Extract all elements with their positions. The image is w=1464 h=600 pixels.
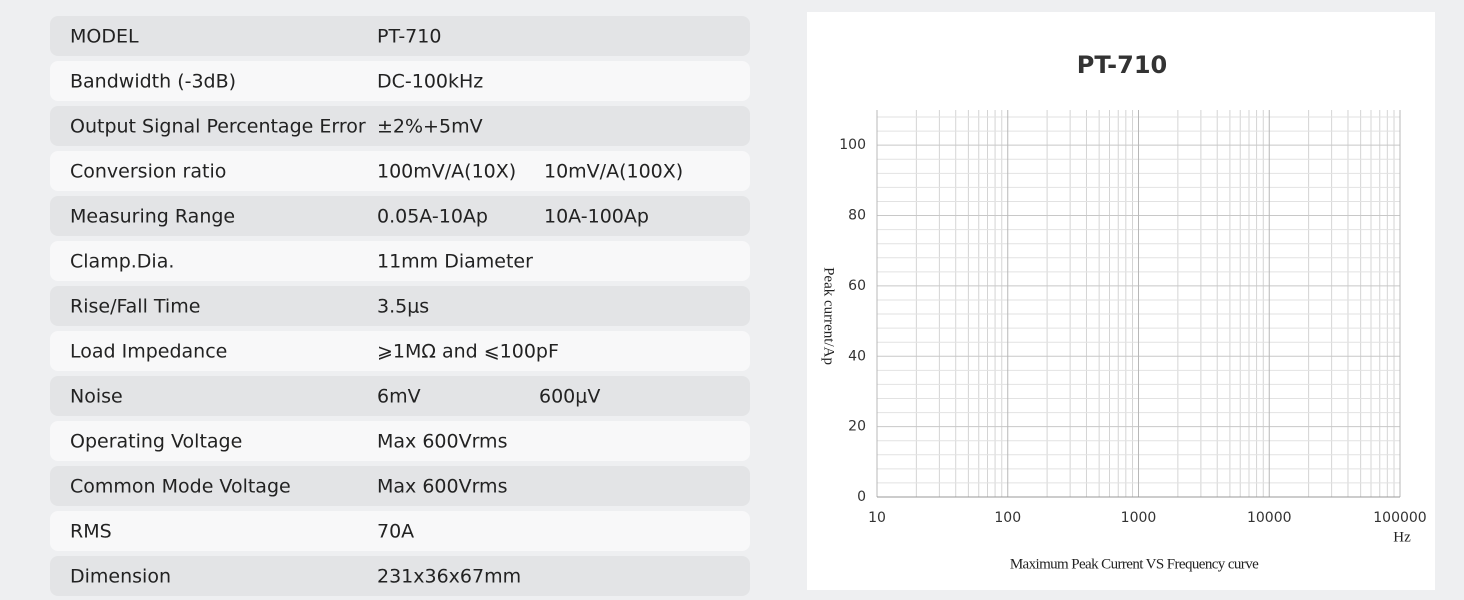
cell-label: Load Impedance	[70, 341, 227, 363]
y-tick-label: 0	[857, 489, 866, 505]
table-row	[50, 286, 750, 326]
table-row	[50, 376, 750, 416]
table-row	[50, 556, 750, 596]
cell-label: Noise	[70, 386, 123, 408]
table-row	[50, 241, 750, 281]
cell-label: MODEL	[70, 26, 139, 48]
table-row	[50, 151, 750, 191]
cell-label: Rise/Fall Time	[70, 296, 200, 318]
cell-label: RMS	[70, 521, 112, 543]
x-tick-label: 10000	[1247, 510, 1292, 526]
chart-panel	[807, 12, 1435, 590]
cell-value: 3.5μs	[377, 296, 429, 318]
cell-value: 6mV	[377, 386, 421, 408]
cell-value: DC-100kHz	[377, 71, 483, 93]
cell-value: 10mV/A(100X)	[544, 161, 683, 183]
y-tick-label: 80	[848, 208, 866, 224]
cell-value: 100mV/A(10X)	[377, 161, 516, 183]
cell-label: Clamp.Dia.	[70, 251, 174, 273]
cell-value: 600μV	[539, 386, 600, 408]
table-row	[50, 421, 750, 461]
y-tick-label: 60	[848, 278, 866, 294]
cell-label: Common Mode Voltage	[70, 476, 291, 498]
table-row	[50, 511, 750, 551]
y-tick-label: 100	[839, 137, 866, 153]
x-tick-label: 100000	[1373, 510, 1426, 526]
table-row	[50, 16, 750, 56]
cell-value: 0.05A-10Ap	[377, 206, 488, 228]
cell-label: Measuring Range	[70, 206, 235, 228]
table-row	[50, 466, 750, 506]
table-row	[50, 196, 750, 236]
y-axis-label: Peak current/Ap	[821, 267, 837, 365]
chart-caption: Maximum Peak Current VS Frequency curve	[1010, 556, 1259, 572]
table-row	[50, 331, 750, 371]
cell-value: 231x36x67mm	[377, 566, 521, 588]
cell-label: Conversion ratio	[70, 161, 226, 183]
cell-label: Operating Voltage	[70, 431, 242, 453]
table-row	[50, 106, 750, 146]
cell-value: 10A-100Ap	[544, 206, 649, 228]
table-row	[50, 61, 750, 101]
cell-value: ⩾1MΩ and ⩽100pF	[377, 341, 559, 363]
cell-value: PT-710	[377, 26, 441, 48]
cell-label: Dimension	[70, 566, 171, 588]
cell-label: Output Signal Percentage Error	[70, 116, 366, 138]
cell-label: Bandwidth (-3dB)	[70, 71, 236, 93]
cell-value: ±2%+5mV	[377, 116, 483, 138]
x-axis-label: Hz	[1393, 529, 1411, 545]
cell-value: Max 600Vrms	[377, 476, 507, 498]
cell-value: 70A	[377, 521, 414, 543]
y-tick-label: 20	[848, 419, 866, 435]
chart-title: PT-710	[1077, 51, 1168, 79]
x-tick-label: 100	[994, 510, 1021, 526]
cell-value: Max 600Vrms	[377, 431, 507, 453]
x-tick-label: 1000	[1121, 510, 1157, 526]
cell-value: 11mm Diameter	[377, 251, 533, 273]
x-tick-label: 10	[868, 510, 886, 526]
y-tick-label: 40	[848, 348, 866, 364]
